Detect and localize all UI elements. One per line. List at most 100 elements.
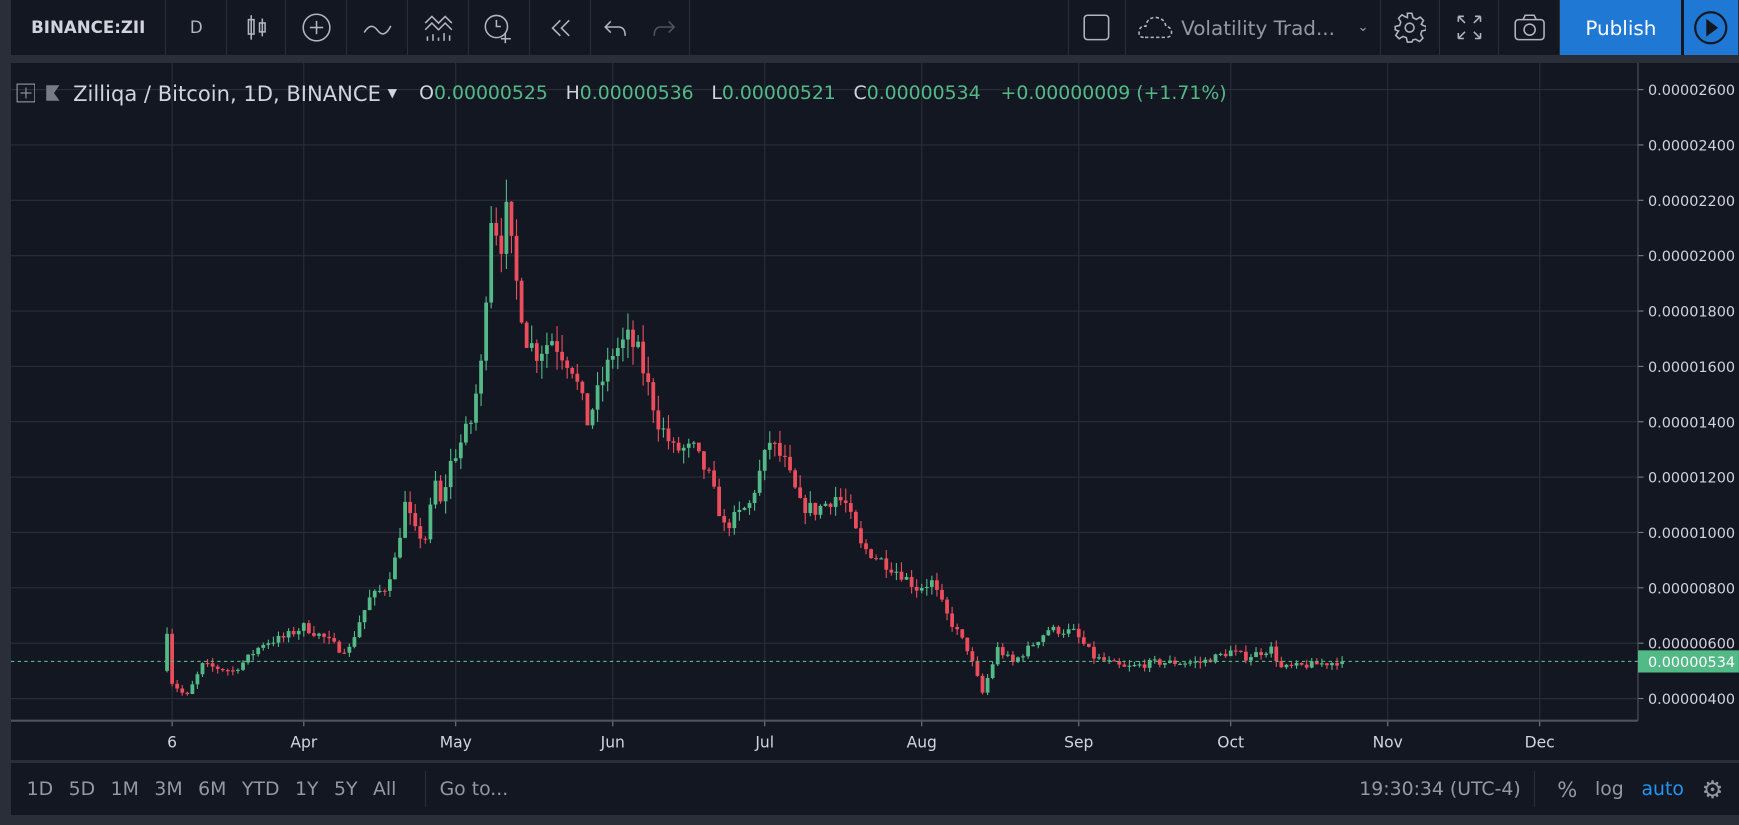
candle-up [1228, 650, 1233, 657]
y-tick-label: 0.00001400 [1648, 415, 1735, 431]
candle-up [616, 348, 620, 357]
y-tick-label: 0.00002000 [1648, 249, 1735, 265]
percent-toggle[interactable]: % [1557, 776, 1578, 802]
clock-time[interactable]: 19:30:34 (UTC-4) [1359, 778, 1521, 800]
settings-button[interactable] [1381, 0, 1440, 56]
candle-down [438, 480, 443, 502]
candle-down [519, 280, 524, 323]
log-toggle[interactable]: log [1595, 778, 1624, 800]
candle-down [1056, 627, 1061, 635]
candle-up [1061, 633, 1066, 635]
add-plus-square-icon[interactable] [16, 83, 36, 103]
candle-up [200, 663, 205, 675]
range-all[interactable]: All [373, 778, 397, 800]
chart-type-button[interactable] [227, 0, 287, 56]
alert-button[interactable] [469, 0, 531, 56]
candle-down [1223, 654, 1228, 657]
candle-down [1173, 660, 1177, 665]
candle-up [453, 458, 458, 462]
candle-down [514, 236, 519, 281]
candle-up [1193, 661, 1198, 663]
candle-up [489, 223, 494, 303]
candle-up [1026, 645, 1031, 657]
change-value: +0.00000009 (+1.71%) [1000, 82, 1227, 104]
candle-up [879, 558, 884, 560]
indicators-button[interactable] [408, 0, 470, 56]
candle-up [737, 510, 742, 513]
candle-down [838, 497, 843, 501]
candle-down [210, 663, 215, 667]
candle-up [550, 341, 554, 346]
candle-up [256, 648, 261, 655]
candle-up [347, 646, 352, 653]
compare-line-button[interactable] [347, 0, 409, 56]
candle-down [281, 636, 286, 638]
candle-up [681, 448, 686, 451]
price-chart[interactable]: 6 Apr May Jun Jul Aug Sep Oct Nov Dec 0.00002600 0.… [11, 63, 1739, 760]
symbol-search-button[interactable]: BINANCE:ZII [11, 0, 167, 56]
high-label: H [565, 82, 580, 104]
candle-down [175, 683, 180, 689]
candle-down [580, 381, 585, 394]
range-5d[interactable]: 5D [68, 778, 96, 800]
chart-pane[interactable]: 6 Apr May Jun Jul Aug Sep Oct Nov Dec 0.00002600 0.… [11, 63, 1739, 760]
open-label: O [419, 82, 434, 104]
replay-button[interactable] [530, 0, 592, 56]
x-tick-label: Oct [1217, 733, 1244, 751]
candle-up [433, 480, 438, 505]
candle-up [195, 674, 200, 685]
range-5y[interactable]: 5Y [333, 778, 358, 800]
range-ytd[interactable]: YTD [241, 778, 280, 800]
range-3m[interactable]: 3M [154, 778, 183, 800]
flag-icon[interactable] [44, 83, 64, 103]
screenshot-button[interactable] [1499, 0, 1561, 56]
candle-down [727, 522, 732, 529]
candle-up [236, 670, 240, 672]
candle-up [1147, 660, 1152, 669]
fullscreen-icon [1457, 15, 1481, 40]
series-title[interactable]: Zilliqa / Bitcoin, 1D, BINANCE [73, 80, 381, 106]
compare-button[interactable] [286, 0, 348, 56]
replay-play-button[interactable] [1683, 0, 1739, 56]
candle-up [823, 503, 828, 507]
undo-icon[interactable] [603, 17, 627, 39]
candle-down [975, 661, 980, 677]
range-6m[interactable]: 6M [198, 778, 227, 800]
candle-down [828, 503, 833, 508]
goto-button[interactable]: Go to... [439, 778, 509, 800]
candle-down [1304, 664, 1309, 668]
close-value: 0.00000534 [866, 82, 981, 104]
candle-up [742, 508, 747, 511]
gear-icon[interactable]: ⚙ [1701, 774, 1724, 804]
x-tick-label: Nov [1373, 733, 1403, 751]
cloud-icon [1138, 16, 1173, 39]
y-tick-label: 0.00000800 [1648, 582, 1735, 598]
caret-down-icon[interactable]: ▼ [387, 86, 397, 101]
candle-up [372, 591, 377, 598]
interval-button[interactable]: D [166, 0, 228, 56]
redo-icon[interactable] [652, 17, 676, 39]
divider [1534, 771, 1536, 807]
candle-up [1021, 656, 1025, 658]
auto-toggle[interactable]: auto [1641, 778, 1684, 800]
range-1m[interactable]: 1M [110, 778, 139, 800]
candle-down [342, 652, 347, 654]
candle-down [899, 571, 904, 580]
candle-down [1274, 646, 1279, 662]
publish-button[interactable]: Publish [1560, 0, 1682, 56]
candle-down [231, 670, 235, 672]
replay-icon [551, 19, 570, 37]
template-dropdown[interactable]: Volatility Trad... ⌄ [1126, 0, 1381, 56]
range-1d[interactable]: 1D [26, 778, 54, 800]
candle-down [874, 558, 879, 560]
fullscreen-button[interactable] [1440, 0, 1500, 56]
candle-up [1107, 660, 1112, 662]
x-tick-label: Sep [1064, 733, 1093, 751]
candle-up [1218, 654, 1223, 656]
candle-down [631, 329, 635, 348]
undo-redo-group [591, 0, 690, 56]
candle-down [312, 633, 316, 637]
candle-down [220, 669, 225, 671]
range-1y[interactable]: 1Y [294, 778, 319, 800]
layout-button[interactable] [1068, 0, 1126, 56]
